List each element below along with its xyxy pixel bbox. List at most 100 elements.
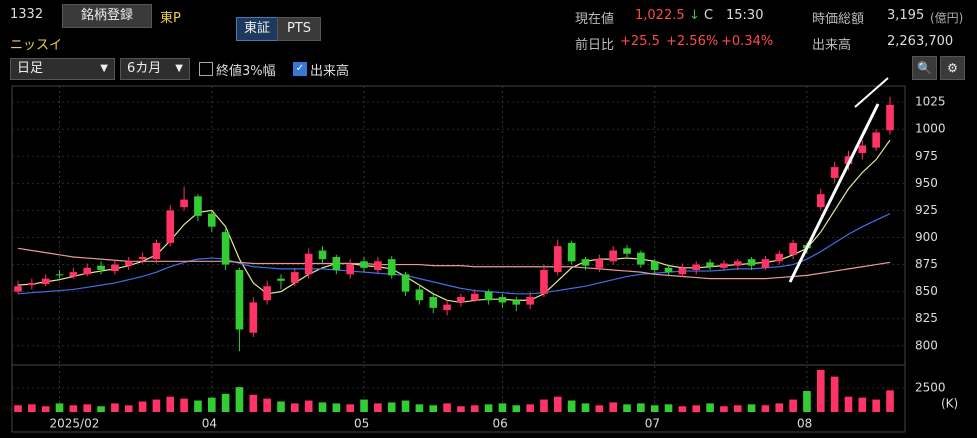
volume-bar	[747, 404, 756, 412]
candle-body	[443, 304, 451, 311]
stock-code: 1332	[10, 7, 44, 22]
x-tick-label: 07	[645, 417, 660, 431]
tab[interactable]: PTS	[277, 17, 321, 41]
volume-bar	[803, 390, 811, 412]
candle-body	[747, 259, 756, 266]
x-tick-label: 05	[354, 417, 369, 431]
volume-bar	[111, 403, 119, 412]
volume-bar	[235, 387, 244, 412]
range-select[interactable]: 6カ月	[120, 58, 190, 80]
volume-unit: (K)	[941, 397, 958, 411]
volume-bar	[872, 399, 880, 412]
x-tick-label: 04	[202, 417, 217, 431]
y-tick-label: 800	[915, 338, 938, 352]
volume-bar	[429, 405, 438, 412]
volume-bar	[830, 376, 839, 412]
volume-bar	[457, 406, 465, 412]
candle-body	[166, 210, 175, 243]
volume-bar	[291, 403, 299, 412]
volume-bar	[623, 404, 631, 412]
candle-body	[816, 194, 825, 208]
candle-body	[111, 264, 119, 272]
candle-body	[194, 196, 202, 216]
candle-body	[429, 297, 438, 308]
volume-bar	[512, 405, 521, 412]
volume-bar	[526, 404, 534, 412]
volume-bar	[14, 405, 22, 412]
candle-body	[567, 242, 576, 262]
change-pct: +2.56%	[666, 34, 719, 49]
annotation-line	[788, 103, 880, 283]
candle-body	[761, 259, 770, 268]
label: 前日比	[575, 38, 615, 53]
volume-bar	[180, 398, 188, 412]
candle-body	[609, 250, 617, 262]
y-tick-label: 850	[915, 284, 938, 298]
volume-bar	[733, 405, 742, 412]
candle-body	[374, 261, 382, 270]
volume-bar	[41, 406, 50, 412]
volume-bar	[706, 403, 714, 412]
volume-bar	[761, 405, 770, 412]
candle-body	[221, 232, 230, 265]
flag: C	[704, 8, 714, 23]
candle-body	[277, 278, 285, 281]
candle-body	[97, 265, 105, 270]
candle-body	[844, 156, 853, 164]
checkbox[interactable]: ✓	[293, 62, 307, 76]
candle-body	[207, 213, 216, 227]
volume-bar	[263, 398, 271, 412]
volume-bar	[844, 396, 853, 412]
candle-body	[180, 199, 188, 208]
volume-bar	[692, 405, 701, 412]
volume-bar	[637, 403, 645, 412]
volume-bar	[221, 393, 230, 412]
period-select[interactable]: 日足	[10, 58, 115, 80]
candle-body	[554, 246, 562, 273]
market: 東P	[160, 11, 181, 26]
volume-bar	[484, 404, 493, 412]
volume-bar	[581, 403, 590, 412]
y-tick-label: 900	[915, 230, 938, 244]
candle-body	[512, 300, 521, 305]
candle-body	[291, 272, 299, 283]
volume-bar	[720, 406, 728, 412]
candle-body	[83, 267, 92, 275]
label: 時価総額	[812, 12, 865, 27]
annotation-line	[854, 77, 889, 108]
volume-bar	[609, 402, 617, 412]
candle-body	[28, 282, 36, 286]
candle-body	[152, 242, 161, 260]
volume-bar	[816, 369, 825, 412]
zoom-button[interactable]: 🔍	[912, 56, 937, 80]
candle-body	[637, 252, 645, 265]
volume-bar	[360, 399, 368, 412]
candle-body	[650, 261, 659, 270]
volume-bar	[55, 403, 64, 412]
y-tick-label: 975	[915, 149, 938, 163]
candle-body	[457, 297, 465, 303]
label: 出来高	[812, 38, 852, 53]
volume-bar	[277, 401, 285, 412]
candle-body	[720, 263, 728, 268]
checkbox[interactable]	[199, 62, 213, 76]
time: 15:30	[726, 8, 764, 23]
tab[interactable]: 東証	[236, 17, 278, 41]
settings-button[interactable]: ⚙	[940, 56, 965, 80]
volume-bar	[83, 404, 92, 412]
x-tick-label: 06	[492, 417, 507, 431]
volume-bar	[28, 404, 36, 412]
y-tick-label: 825	[915, 311, 938, 325]
volume-bar	[554, 396, 562, 412]
register-button[interactable]: 銘柄登録	[62, 4, 152, 28]
panel	[11, 85, 906, 433]
candle-body	[249, 302, 258, 333]
candle-body	[595, 259, 604, 268]
candle-body	[581, 259, 590, 266]
volume-bar	[318, 402, 327, 412]
volume-bar	[401, 400, 410, 412]
volume-bar	[858, 397, 867, 412]
volume-bar	[678, 406, 687, 412]
volume-bar	[374, 403, 382, 412]
candle-body	[318, 250, 327, 260]
